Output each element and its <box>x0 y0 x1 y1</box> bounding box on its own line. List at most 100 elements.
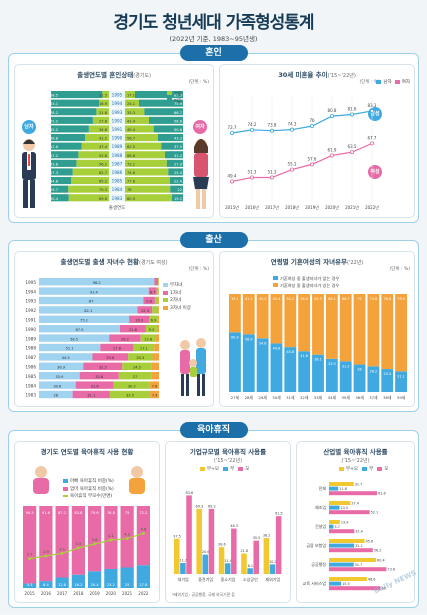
legend-three-plus: 3자녀 이상 <box>170 305 191 311</box>
data-label: 41.1 <box>245 297 253 301</box>
bar-부 <box>180 563 186 574</box>
data-label: 4.1 <box>108 534 114 538</box>
tick-label: 27세 <box>231 395 240 400</box>
bar-부+모 <box>241 554 247 574</box>
tick-label: 1983 <box>25 393 36 398</box>
data-point <box>330 115 333 118</box>
data-label: 82.1 <box>84 309 92 313</box>
bar-with-child <box>312 294 324 355</box>
data-label: 43.3 <box>174 137 182 141</box>
bar-부 <box>329 563 354 567</box>
legend-father: 아빠 육아휴직 비중(%) <box>70 478 114 484</box>
card-title-childless: 연령별 기혼여성의 자녀유무 <box>271 258 347 266</box>
tick-label: 1986 <box>25 365 36 370</box>
parent-icon-left <box>23 464 59 494</box>
data-label: 27.4 <box>351 501 359 505</box>
data-label: 22 <box>177 188 182 192</box>
data-label: 13.5 <box>341 506 349 510</box>
legend-two-children: 2자녀 <box>170 297 181 303</box>
data-label: 7.4 <box>152 394 158 398</box>
tick-label-year: 1991 <box>112 127 123 132</box>
data-label: 23.2 <box>107 583 115 587</box>
data-label: 96.2 <box>93 281 101 285</box>
bar-3자녀 이상 <box>158 306 159 313</box>
data-label: 31.7 <box>355 563 363 567</box>
data-point <box>44 555 47 558</box>
data-label: 12.3 <box>141 309 149 313</box>
bar-with-child <box>271 294 283 343</box>
data-label: 6.9 <box>151 319 157 323</box>
data-label: 26.2 <box>370 369 378 373</box>
data-label: 47.2 <box>50 154 58 158</box>
data-label: 27.8 <box>139 583 148 587</box>
data-label: 48.6 <box>368 577 376 581</box>
bar-부 <box>329 506 340 510</box>
data-label: 58.6 <box>174 119 183 123</box>
data-point <box>126 537 129 540</box>
tick-label: 2020년 <box>325 204 339 210</box>
data-label: 41.2 <box>99 137 107 141</box>
data-label: 83.3 <box>368 103 377 108</box>
tick-label: 30세 <box>272 395 281 400</box>
tick-label: 1989 <box>25 336 36 341</box>
data-label: 2.9 <box>43 550 49 554</box>
data-label: 6.7 <box>150 290 156 294</box>
data-label: 3.1 <box>59 547 65 551</box>
bar-mother <box>23 506 36 583</box>
bar-no-child <box>257 338 269 392</box>
data-label: 57.6 <box>308 156 317 161</box>
bar-모 <box>186 495 192 574</box>
data-point <box>230 180 233 183</box>
bar-부 <box>329 544 354 548</box>
bar-female-married <box>125 186 170 193</box>
data-label: 27.8 <box>99 119 108 123</box>
page-subtitle: (2022년 기준, 1983~95년생) <box>0 33 427 43</box>
legend: 부+모 부 모 <box>200 466 249 474</box>
tick-label: 2016년 <box>245 204 259 210</box>
data-label: 30.2 <box>128 384 136 388</box>
tick-label: 2019 <box>90 591 101 596</box>
bar-부+모 <box>329 558 376 562</box>
bar-male-unmarried <box>51 91 102 98</box>
data-label: 25 <box>125 583 130 587</box>
bar-2자녀 <box>158 278 159 285</box>
bar-3자녀 이상 <box>156 334 159 341</box>
data-label: 34.8 <box>50 180 59 184</box>
data-label: 81.6 <box>348 106 357 111</box>
data-label: 69.3 <box>196 504 204 508</box>
data-label: 83.6 <box>186 491 194 495</box>
card-children-by-birth: 출생연도별 출생 자녀수 현황(경기도 여성) (단위 : %) 무자녀 1자녀… <box>14 251 214 407</box>
data-label: 56.2 <box>99 162 107 166</box>
data-point <box>28 557 31 560</box>
data-label: 16.9 <box>99 102 108 106</box>
data-point <box>310 163 313 166</box>
tick-label: 2017 <box>57 591 68 596</box>
data-label: 21.6 <box>129 328 138 332</box>
section-tab-childcare: 육아휴직 <box>180 422 248 438</box>
data-label: 4.2 <box>124 533 130 537</box>
data-label: 52.8 <box>99 154 108 158</box>
data-label: 31.3 <box>342 364 350 368</box>
data-label: 33.5 <box>126 394 134 398</box>
tick-label: 1991 <box>25 318 36 323</box>
data-label: 47.4 <box>99 145 108 149</box>
family-icon <box>175 337 211 401</box>
tick-label: 29세 <box>258 395 267 400</box>
data-label: 33.9 <box>328 362 336 366</box>
unit-label: (단위 : %) <box>189 266 209 272</box>
card-title-sm: ('15~'22년) <box>341 458 369 464</box>
bar-부+모 <box>329 482 354 486</box>
card-title-sm: (경기도 여성) <box>139 260 168 266</box>
legend-label: 기혼여성 중 출생자녀가 있는 경우 <box>280 282 339 289</box>
data-point <box>270 129 273 132</box>
legend-father: 부 <box>369 466 373 472</box>
data-point <box>370 142 373 145</box>
card-parental-leave-year: 경기도 연도별 육아휴직 사용 현황 아빠 육아휴직 비중(%) 엄마 육아휴직… <box>14 441 160 603</box>
bar-모 <box>253 541 259 574</box>
bar-no-child <box>271 343 283 392</box>
bar-3자녀 이상 <box>154 344 159 351</box>
data-label: 45.6 <box>366 539 374 543</box>
data-label: 37.3 <box>50 171 58 175</box>
bar-모 <box>329 548 373 552</box>
